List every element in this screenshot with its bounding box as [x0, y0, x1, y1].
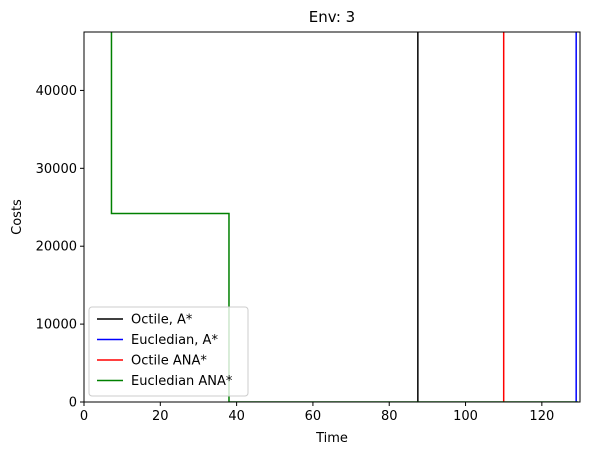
y-tick-label: 0 [69, 396, 77, 411]
y-tick-label: 10000 [36, 318, 77, 333]
x-tick-label: 40 [228, 409, 245, 424]
x-tick-label: 120 [529, 409, 554, 424]
x-tick-label: 80 [381, 409, 398, 424]
x-axis: 0 20 40 60 80 100 120 [80, 402, 554, 424]
x-axis-label: Time [315, 431, 348, 446]
series-line-4 [110, 32, 579, 402]
legend: Octile, A* Eucledian, A* Octile ANA* Eucled… [88, 306, 249, 397]
y-axis: 0 10000 20000 30000 40000 [36, 84, 84, 411]
legend-entry: Eucledian, A* [131, 333, 218, 348]
legend-entry: Eucledian ANA* [131, 374, 233, 389]
y-tick-label: 30000 [36, 162, 77, 177]
x-tick-label: 60 [305, 409, 322, 424]
x-tick-label: 100 [453, 409, 478, 424]
legend-entry: Octile, A* [131, 313, 193, 328]
y-tick-label: 40000 [36, 84, 77, 99]
plot-frame [83, 31, 581, 403]
legend-entry: Octile ANA* [131, 354, 207, 369]
legend-box [88, 306, 249, 397]
x-tick-label: 0 [80, 409, 88, 424]
y-axis-label: Costs [10, 199, 25, 235]
x-tick-label: 20 [152, 409, 169, 424]
y-tick-label: 20000 [36, 240, 77, 255]
series-layer [110, 32, 579, 402]
chart-title: Env: 3 [309, 8, 355, 26]
